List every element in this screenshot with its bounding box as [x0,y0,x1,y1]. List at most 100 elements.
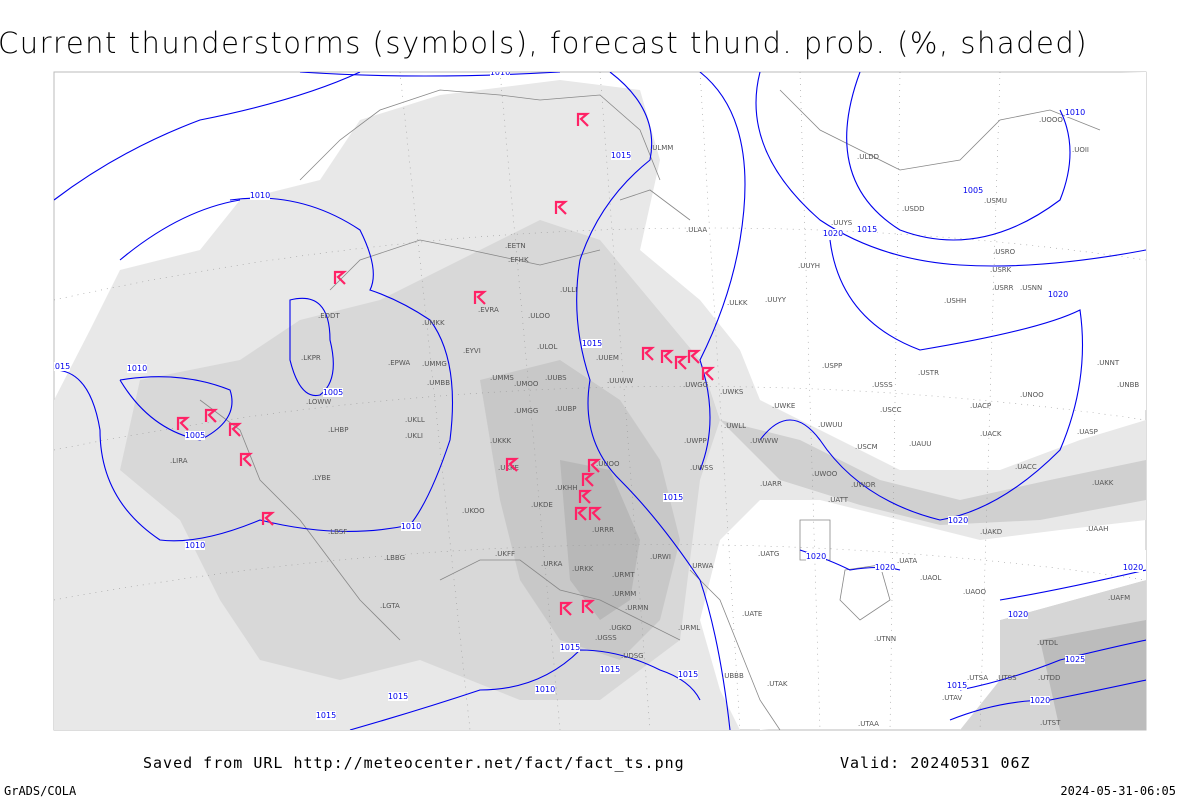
station-label: .UARR [760,480,782,488]
station-label: .UACK [980,430,1002,438]
isobar-label: 1015 [947,681,967,690]
svg-text:1020: 1020 [875,563,895,572]
thunderstorm-symbol-icon [239,452,254,467]
thunderstorm-symbol-icon [333,270,348,285]
station-label: .UTNN [874,635,896,643]
station-label: .UTSS [996,674,1017,682]
station-label: .UBBB [722,672,744,680]
isobar-label: 1005 [323,388,343,397]
isobar-label: 1015 [560,643,580,652]
station-label: .UTST [1040,719,1061,727]
station-label: .UKHH [555,484,577,492]
thunderstorm-symbol-icon [554,200,569,215]
thunderstorm-symbol-icon [581,599,596,614]
probability-shading [54,72,1146,730]
station-label: .UAAH [1086,525,1108,533]
station-label: .UGSS [595,634,617,642]
thunderstorm-symbol-icon [559,601,574,616]
station-label: .LBSF [328,528,347,536]
isobar-label: 1015 [857,225,877,234]
svg-text:1015: 1015 [611,151,631,160]
graticule [54,72,1146,730]
isobar-label: 1020 [1030,696,1050,705]
station-label: .UAOL [920,574,942,582]
station-label: .UWKE [772,402,795,410]
svg-text:1020: 1020 [1123,563,1143,572]
isobar-label: 1020 [875,563,895,572]
station-label: .ULOL [537,343,558,351]
svg-text:1025: 1025 [1065,655,1085,664]
isobar-label: 1015 [611,151,631,160]
station-label: .USRO [993,248,1016,256]
station-label: .UMBB [427,379,450,387]
svg-text:1010: 1010 [127,364,147,373]
station-label: .UUBS [545,374,567,382]
station-label: .URKA [541,560,563,568]
coastlines [199,89,1101,730]
station-label: .UATG [758,550,779,558]
isobar-labels: 1010 1010 1015 1005 1015 1020 1020 1010 1015 1010… [54,72,1143,720]
svg-text:1015: 1015 [663,493,683,502]
station-label: .USPP [822,362,842,370]
svg-text:1020: 1020 [823,229,843,238]
thunderstorm-symbol-icon [578,489,593,504]
station-label: .UKOO [462,507,485,515]
station-label: .ULMM [650,144,673,152]
thunderstorm-symbol-icon [674,355,689,370]
station-label: .UTDD [1038,674,1060,682]
isobar-label: 1005 [185,431,205,440]
station-label: .UKDE [531,501,553,509]
thunderstorm-symbol-icon [228,422,243,437]
svg-text:1010: 1010 [250,191,270,200]
station-label: .UKKE [498,464,519,472]
station-labels: .ULMM .ULAA .EETN .EFHK .ULLI .ULOO .EVRA .ULOL… [170,116,1139,728]
thunderstorm-symbol-icon [701,366,716,381]
station-label: .UNNT [1097,359,1120,367]
station-label: .UUYY [765,296,787,304]
svg-text:1015: 1015 [388,692,408,701]
station-label: .UMMS [490,374,514,382]
thunderstorm-symbol-icon [660,349,675,364]
station-label: .URMT [612,571,635,579]
thunderstorm-symbol-icon [576,112,591,127]
svg-text:1020: 1020 [1030,696,1050,705]
station-label: .URKK [572,565,594,573]
station-label: .UUOO [596,460,620,468]
station-label: .UOOO [1039,116,1063,124]
thunderstorm-symbols [176,112,716,616]
station-label: .UACP [970,402,991,410]
map-title: Current thunderstorms (symbols), forecas… [0,26,1089,60]
station-label: .UAOO [963,588,987,596]
station-label: .UAUU [909,440,931,448]
isobar-label: 1010 [490,72,510,77]
station-label: .EETN [505,242,526,250]
station-label: .UUYH [798,262,820,270]
station-label: .UAKK [1092,479,1114,487]
svg-text:1005: 1005 [323,388,343,397]
svg-text:1015: 1015 [560,643,580,652]
station-label: .UTAA [858,720,879,728]
isobar-label: 1015 [316,711,336,720]
station-label: .UTSA [967,674,988,682]
station-label: .USTR [918,369,939,377]
isobars [54,72,1146,730]
svg-text:1015: 1015 [600,665,620,674]
svg-text:1020: 1020 [806,552,826,561]
station-label: .UOII [1072,146,1089,154]
station-label: .LYBE [312,474,331,482]
station-label: .UGKO [609,624,632,632]
thunderstorm-symbol-icon [588,506,603,521]
valid-time-text: Valid: 20240531 06Z [840,754,1031,772]
svg-text:1015: 1015 [947,681,967,690]
source-url-text: Saved from URL http://meteocenter.net/fa… [143,754,685,772]
station-label: .EPWA [388,359,410,367]
isobar-label: 1020 [806,552,826,561]
isobar-label: 1015 [582,339,602,348]
station-label: .UMMG [422,360,447,368]
station-label: .URRR [592,526,614,534]
thunderstorm-symbol-icon [581,472,596,487]
station-label: .UNBB [1117,381,1139,389]
station-label: .UAFM [1108,594,1130,602]
station-label: .UDSG [621,652,644,660]
